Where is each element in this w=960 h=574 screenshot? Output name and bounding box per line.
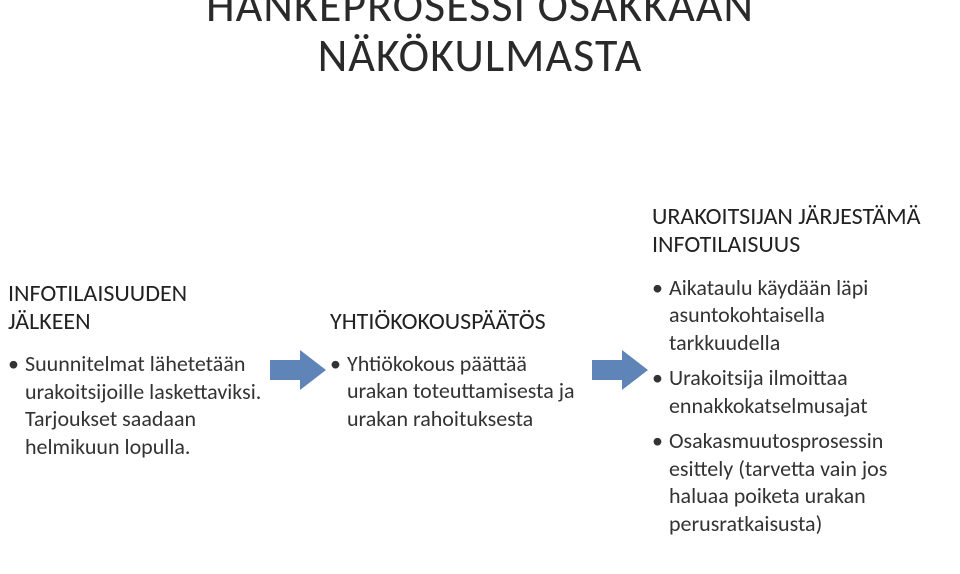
- column-0-heading: INFOTILAISUUDEN JÄLKEEN: [8, 280, 266, 337]
- column-2-bullet-1-text: Urakoitsija ilmoittaa ennakkokatselmusaj…: [669, 364, 940, 419]
- slide: HANKEPROSESSI OSAKKAAN NÄKÖKULMASTA INFO…: [0, 0, 960, 574]
- column-2-bullet-2: • Osakasmuutosprosessin esittely (tarvet…: [652, 427, 940, 537]
- column-2-bullet-0: • Aikataulu käydään läpi asuntokohtaisel…: [652, 274, 940, 357]
- column-2-bullet-2-text: Osakasmuutosprosessin esittely (tarvetta…: [669, 427, 940, 537]
- bullet-dot-icon: •: [652, 427, 663, 537]
- column-0-bullet-0: • Suunnitelmat lähetetään urakoitsijoill…: [8, 350, 266, 460]
- arrow-1: [588, 310, 652, 430]
- bullet-dot-icon: •: [652, 274, 663, 357]
- bullet-dot-icon: •: [652, 364, 663, 419]
- arrow-0: [266, 310, 330, 430]
- title-line1: HANKEPROSESSI OSAKKAAN: [0, 0, 960, 32]
- arrow-right-icon: [592, 350, 648, 390]
- bullet-dot-icon: •: [8, 350, 19, 460]
- column-1-bullet-0-text: Yhtiökokous päättää urakan toteuttamises…: [347, 350, 588, 433]
- process-column-1: YHTIÖKOKOUSPÄÄTÖS • Yhtiökokous päättää …: [330, 308, 588, 433]
- title-line2: NÄKÖKULMASTA: [0, 32, 960, 82]
- column-1-bullet-0: • Yhtiökokous päättää urakan toteuttamis…: [330, 350, 588, 433]
- column-0-bullet-0-text: Suunnitelmat lähetetään urakoitsijoille …: [25, 350, 266, 460]
- column-2-bullet-1: • Urakoitsija ilmoittaa ennakkokatselmus…: [652, 364, 940, 419]
- column-2-heading: URAKOITSIJAN JÄRJESTÄMÄ INFOTILAISUUS: [652, 203, 940, 260]
- bullet-dot-icon: •: [330, 350, 341, 433]
- column-1-heading: YHTIÖKOKOUSPÄÄTÖS: [330, 308, 588, 336]
- column-1-bullets: • Yhtiökokous päättää urakan toteuttamis…: [330, 350, 588, 433]
- process-column-0: INFOTILAISUUDEN JÄLKEEN • Suunnitelmat l…: [8, 280, 266, 461]
- column-2-bullet-0-text: Aikataulu käydään läpi asuntokohtaisella…: [669, 274, 940, 357]
- arrow-right-icon: [270, 350, 326, 390]
- column-2-bullets: • Aikataulu käydään läpi asuntokohtaisel…: [652, 274, 940, 538]
- column-0-bullets: • Suunnitelmat lähetetään urakoitsijoill…: [8, 350, 266, 460]
- process-row: INFOTILAISUUDEN JÄLKEEN • Suunnitelmat l…: [0, 180, 960, 560]
- slide-title: HANKEPROSESSI OSAKKAAN NÄKÖKULMASTA: [0, 0, 960, 81]
- process-column-2: URAKOITSIJAN JÄRJESTÄMÄ INFOTILAISUUS • …: [652, 203, 940, 537]
